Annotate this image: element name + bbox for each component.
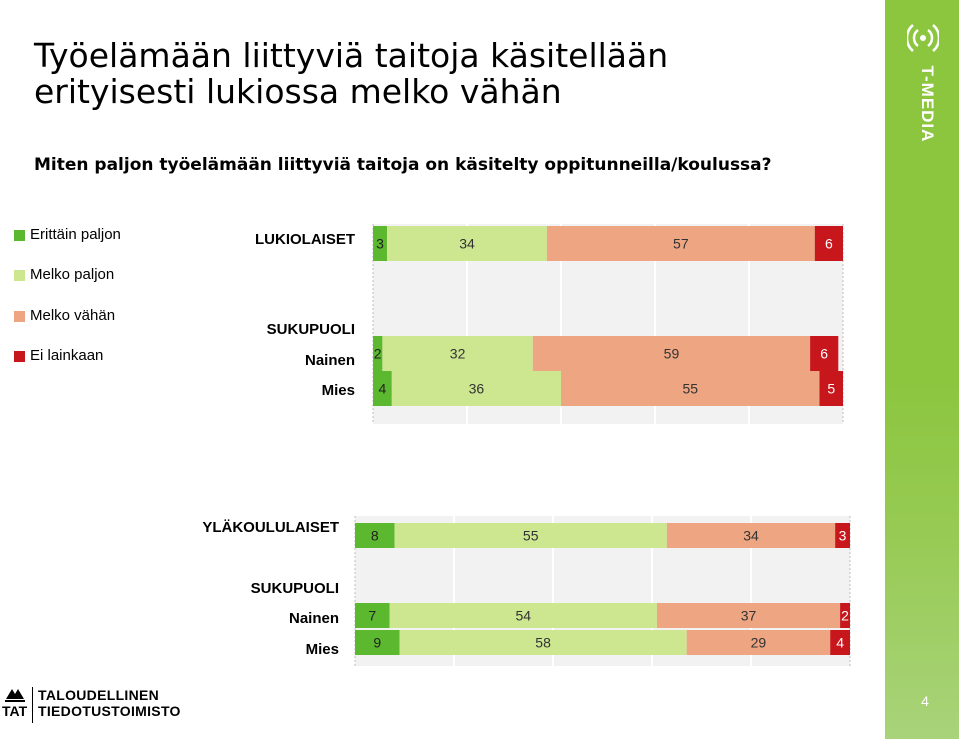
data-label-lukiolaiset-melko-paljon: 34: [459, 236, 475, 252]
data-label-nainen-ei-lainkaan: 6: [820, 346, 828, 362]
group-label-sukupuoli: SUKUPUOLI: [266, 321, 355, 338]
data-label-nainen-erittain-paljon: 7: [368, 608, 376, 624]
data-label-mies-melko-vahan: 29: [751, 635, 767, 651]
data-label-nainen-erittain-paljon: 2: [374, 346, 382, 362]
category-label-mies: Mies: [305, 641, 339, 658]
category-label-lukiolaiset: LUKIOLAISET: [255, 231, 355, 248]
bar-mies-melko-paljon: [391, 371, 561, 406]
stacked-bar-chart-ylakoululaiset: 8 55 34 37 54 37 29 58 29 4: [354, 516, 851, 666]
stacked-bar-chart-lukiolaiset: 3 34 57 62 32 59 64 36 55 5: [372, 224, 844, 424]
bar-ylakoululaiset-erittain-paljon: [355, 523, 395, 548]
legend-swatch: [14, 270, 25, 281]
title-line-2: erityisesti lukiossa melko vähän: [34, 72, 562, 111]
bar-lukiolaiset-ei-lainkaan: [814, 226, 843, 261]
legend-label: Erittäin paljon: [30, 226, 121, 243]
brand-name: T-MEDIA: [918, 65, 937, 143]
bar-ylakoululaiset-ei-lainkaan: [835, 523, 850, 548]
legend-swatch: [14, 311, 25, 322]
bar-mies-melko-vahan: [686, 630, 831, 655]
data-label-mies-erittain-paljon: 4: [379, 381, 387, 397]
category-label-nainen: Nainen: [304, 352, 355, 369]
data-label-mies-melko-paljon: 36: [469, 381, 485, 397]
bar-nainen-melko-paljon: [382, 336, 533, 371]
bar-lukiolaiset-melko-paljon: [387, 226, 547, 261]
data-label-mies-melko-paljon: 58: [535, 635, 551, 651]
data-label-mies-melko-vahan: 55: [682, 381, 698, 397]
page-number: 4: [921, 693, 929, 709]
data-label-ylakoululaiset-erittain-paljon: 8: [371, 528, 379, 544]
data-label-nainen-ei-lainkaan: 2: [841, 608, 849, 624]
bar-nainen-ei-lainkaan: [810, 336, 839, 371]
bar-ylakoululaiset-melko-vahan: [666, 523, 836, 548]
data-label-mies-ei-lainkaan: 5: [827, 381, 835, 397]
data-label-nainen-melko-paljon: 54: [516, 608, 532, 624]
bar-mies-melko-paljon: [399, 630, 687, 655]
data-label-ylakoululaiset-melko-vahan: 34: [743, 528, 759, 544]
tat-bird-icon: [5, 689, 25, 702]
t-media-logo: T-MEDIA: [912, 62, 938, 152]
data-label-ylakoululaiset-ei-lainkaan: 3: [839, 528, 847, 544]
logo-divider: [32, 687, 33, 723]
data-label-nainen-melko-vahan: 59: [664, 346, 680, 362]
group-label-sukupuoli: SUKUPUOLI: [250, 580, 339, 597]
data-label-mies-ei-lainkaan: 4: [836, 635, 844, 651]
data-label-ylakoululaiset-melko-paljon: 55: [523, 528, 539, 544]
bar-ylakoululaiset-melko-paljon: [394, 523, 667, 548]
bar-nainen-ei-lainkaan: [840, 603, 850, 628]
legend-item-erittain-paljon: Erittäin paljon: [14, 226, 214, 246]
data-label-lukiolaiset-ei-lainkaan: 6: [825, 236, 833, 252]
legend-item-melko-vahan: Melko vähän: [14, 307, 214, 327]
data-label-mies-erittain-paljon: 9: [373, 635, 381, 651]
bar-mies-ei-lainkaan: [830, 630, 850, 655]
category-label-mies: Mies: [321, 382, 355, 399]
category-label-nainen: Nainen: [288, 610, 339, 627]
bar-mies-erittain-paljon: [373, 371, 392, 406]
legend-item-melko-paljon: Melko paljon: [14, 266, 214, 286]
legend-swatch: [14, 230, 25, 241]
data-label-nainen-melko-vahan: 37: [741, 608, 757, 624]
tat-short: TAT: [2, 703, 28, 719]
legend-item-ei-lainkaan: Ei lainkaan: [14, 347, 214, 367]
bar-nainen-melko-vahan: [656, 603, 841, 628]
data-label-lukiolaiset-erittain-paljon: 3: [376, 236, 384, 252]
bar-mies-erittain-paljon: [355, 630, 400, 655]
title-line-1: Työelämään liittyviä taitoja käsitellään: [34, 36, 669, 75]
org-name-line-1: TALOUDELLINEN: [38, 687, 160, 703]
bar-nainen-melko-vahan: [532, 336, 811, 371]
tat-logo: TAT TALOUDELLINEN TIEDOTUSTOIMISTO: [0, 682, 260, 726]
bar-nainen-erittain-paljon: [355, 603, 390, 628]
bar-mies-melko-vahan: [561, 371, 820, 406]
bar-lukiolaiset-melko-vahan: [546, 226, 815, 261]
legend-label: Ei lainkaan: [30, 347, 104, 364]
data-label-lukiolaiset-melko-vahan: 57: [673, 236, 689, 252]
legend-swatch: [14, 351, 25, 362]
sidebar-background-photo: [885, 380, 959, 739]
bar-nainen-melko-paljon: [389, 603, 657, 628]
brand-sidebar: [885, 0, 959, 739]
survey-question: Miten paljon työelämään liittyviä taitoj…: [34, 155, 772, 175]
data-label-nainen-melko-paljon: 32: [450, 346, 466, 362]
category-label-ylakoululaiset: YLÄKOULULAISET: [202, 519, 339, 536]
page-title: Työelämään liittyviä taitoja käsitellään…: [34, 38, 854, 110]
t-media-signal-icon: [907, 24, 939, 52]
bar-lukiolaiset-erittain-paljon: [373, 226, 388, 261]
legend-label: Melko vähän: [30, 307, 116, 324]
bar-mies-ei-lainkaan: [819, 371, 843, 406]
org-name-line-2: TIEDOTUSTOIMISTO: [38, 703, 181, 719]
bar-nainen-erittain-paljon: [373, 336, 383, 371]
legend-label: Melko paljon: [30, 266, 115, 283]
